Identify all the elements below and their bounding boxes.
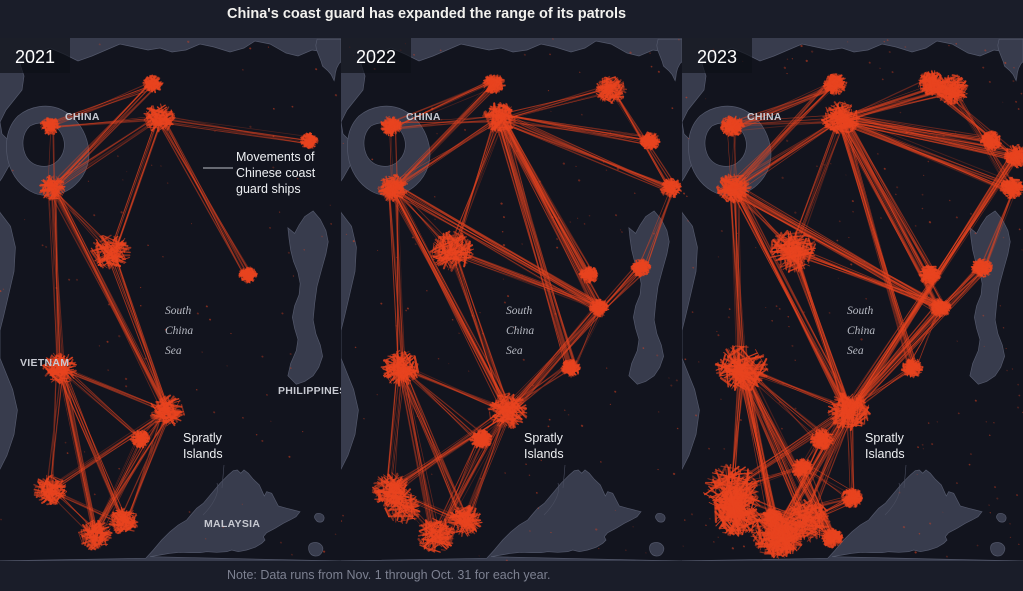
svg-text:China: China xyxy=(165,325,193,337)
svg-text:guard ships: guard ships xyxy=(236,182,301,196)
svg-text:Movements of: Movements of xyxy=(236,150,315,164)
svg-text:CHINA: CHINA xyxy=(747,111,782,123)
svg-text:China: China xyxy=(847,325,875,337)
svg-text:PHILIPPINES: PHILIPPINES xyxy=(278,385,341,397)
svg-text:China: China xyxy=(506,325,534,337)
svg-text:CHINA: CHINA xyxy=(65,111,100,123)
svg-text:Sea: Sea xyxy=(506,345,523,357)
svg-text:Spratly: Spratly xyxy=(183,431,223,445)
svg-text:Spratly: Spratly xyxy=(865,431,905,445)
svg-text:Sea: Sea xyxy=(847,345,864,357)
svg-text:Sea: Sea xyxy=(165,345,182,357)
svg-text:South: South xyxy=(506,305,532,317)
svg-text:CHINA: CHINA xyxy=(406,111,441,123)
svg-text:Islands: Islands xyxy=(865,447,905,461)
svg-text:Islands: Islands xyxy=(183,447,223,461)
svg-text:MALAYSIA: MALAYSIA xyxy=(204,518,260,530)
svg-text:Islands: Islands xyxy=(524,447,564,461)
svg-text:Spratly: Spratly xyxy=(524,431,564,445)
svg-text:South: South xyxy=(847,305,873,317)
svg-text:South: South xyxy=(165,305,191,317)
svg-text:VIETNAM: VIETNAM xyxy=(20,357,69,369)
svg-text:Chinese coast: Chinese coast xyxy=(236,166,316,180)
